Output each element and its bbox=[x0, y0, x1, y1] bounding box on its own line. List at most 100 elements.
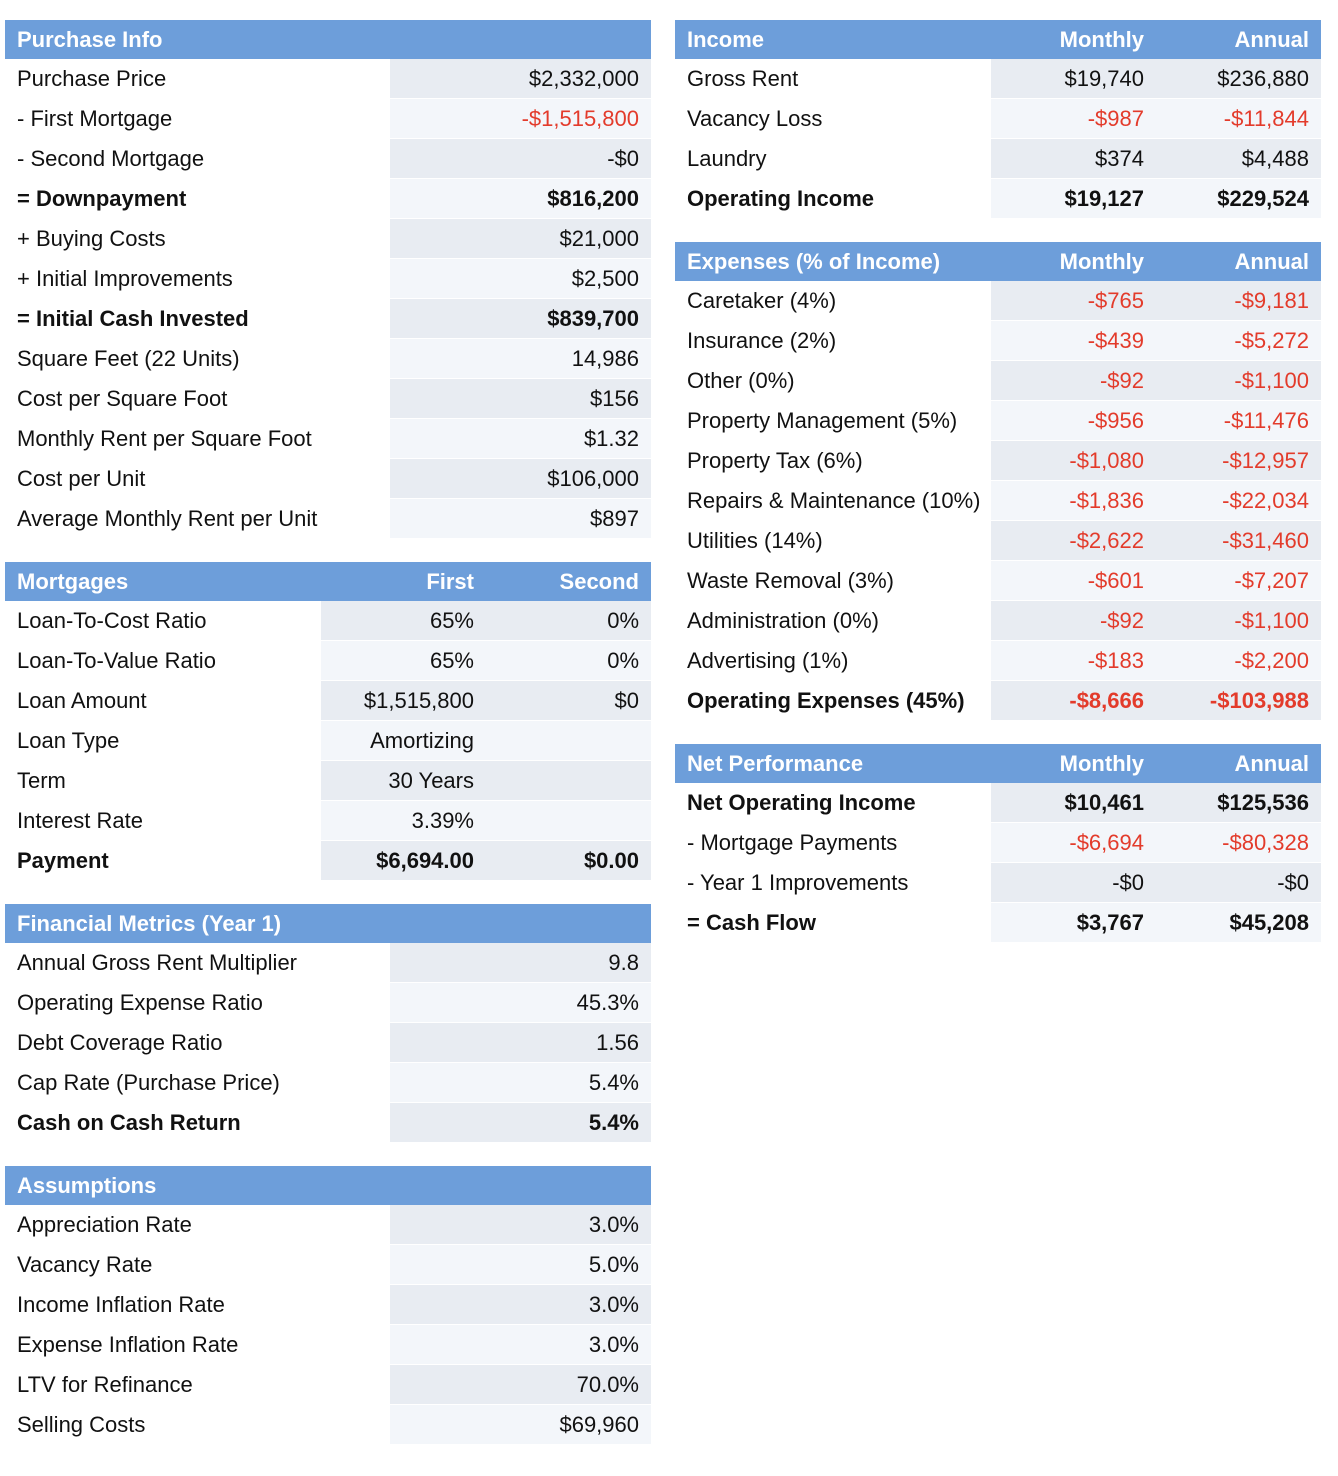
assumptions-row: Expense Inflation Rate 3.0% bbox=[5, 1325, 651, 1365]
expenses-row-label: Advertising (1%) bbox=[675, 641, 991, 681]
income-row-annual: $236,880 bbox=[1156, 59, 1321, 99]
assumptions-table: Assumptions Appreciation Rate 3.0% Vacancy… bbox=[5, 1166, 651, 1445]
purchase-info-row-value: -$0 bbox=[390, 139, 651, 179]
expenses-table: Expenses (% of Income) Monthly Annual Ca… bbox=[675, 242, 1321, 721]
income-row: Gross Rent $19,740 $236,880 bbox=[675, 59, 1321, 99]
assumptions-row: Selling Costs $69,960 bbox=[5, 1405, 651, 1445]
net-performance-row-label: = Cash Flow bbox=[675, 903, 991, 943]
expenses-row-annual: -$1,100 bbox=[1156, 601, 1321, 641]
expenses-panel: Expenses (% of Income) Monthly Annual Ca… bbox=[675, 242, 1321, 721]
expenses-row-label: Utilities (14%) bbox=[675, 521, 991, 561]
mortgages-row-first: $6,694.00 bbox=[321, 841, 486, 881]
expenses-row-monthly: -$92 bbox=[991, 361, 1156, 401]
income-row-annual: $229,524 bbox=[1156, 179, 1321, 219]
financial-metrics-row: Debt Coverage Ratio 1.56 bbox=[5, 1023, 651, 1063]
mortgages-row-label: Term bbox=[5, 761, 321, 801]
mortgages-col-first: First bbox=[321, 562, 486, 601]
net-performance-col-annual: Annual bbox=[1156, 744, 1321, 783]
purchase-info-row: = Initial Cash Invested $839,700 bbox=[5, 299, 651, 339]
financial-metrics-row-value: 45.3% bbox=[390, 983, 651, 1023]
purchase-info-row: Monthly Rent per Square Foot $1.32 bbox=[5, 419, 651, 459]
income-row-annual: -$11,844 bbox=[1156, 99, 1321, 139]
purchase-info-row-label: Cost per Unit bbox=[5, 459, 390, 499]
mortgages-table: Mortgages First Second Loan-To-Cost Rati… bbox=[5, 562, 651, 881]
purchase-info-row: Cost per Square Foot $156 bbox=[5, 379, 651, 419]
net-performance-row-monthly: -$0 bbox=[991, 863, 1156, 903]
income-row: Laundry $374 $4,488 bbox=[675, 139, 1321, 179]
mortgages-row-second bbox=[486, 721, 651, 761]
income-col-annual: Annual bbox=[1156, 20, 1321, 59]
purchase-info-row: - First Mortgage -$1,515,800 bbox=[5, 99, 651, 139]
purchase-info-row: Average Monthly Rent per Unit $897 bbox=[5, 499, 651, 539]
expenses-row-annual: -$12,957 bbox=[1156, 441, 1321, 481]
expenses-row: Operating Expenses (45%) -$8,666 -$103,988 bbox=[675, 681, 1321, 721]
mortgages-row-label: Loan Amount bbox=[5, 681, 321, 721]
purchase-info-row-value: 14,986 bbox=[390, 339, 651, 379]
financial-metrics-title: Financial Metrics (Year 1) bbox=[5, 904, 651, 943]
expenses-row-monthly: -$956 bbox=[991, 401, 1156, 441]
financial-metrics-row: Cash on Cash Return 5.4% bbox=[5, 1103, 651, 1143]
net-performance-row-annual: -$0 bbox=[1156, 863, 1321, 903]
expenses-row-monthly: -$183 bbox=[991, 641, 1156, 681]
mortgages-row: Loan-To-Value Ratio 65% 0% bbox=[5, 641, 651, 681]
expenses-row: Administration (0%) -$92 -$1,100 bbox=[675, 601, 1321, 641]
net-performance-table: Net Performance Monthly Annual Net Opera… bbox=[675, 744, 1321, 943]
assumptions-row-label: Selling Costs bbox=[5, 1405, 390, 1445]
income-row: Operating Income $19,127 $229,524 bbox=[675, 179, 1321, 219]
assumptions-row-label: Appreciation Rate bbox=[5, 1205, 390, 1245]
income-row-label: Gross Rent bbox=[675, 59, 991, 99]
purchase-info-row: = Downpayment $816,200 bbox=[5, 179, 651, 219]
expenses-row: Repairs & Maintenance (10%) -$1,836 -$22,0… bbox=[675, 481, 1321, 521]
purchase-info-row: Cost per Unit $106,000 bbox=[5, 459, 651, 499]
purchase-info-row-label: Purchase Price bbox=[5, 59, 390, 99]
expenses-row-label: Property Management (5%) bbox=[675, 401, 991, 441]
mortgages-row-first: 65% bbox=[321, 641, 486, 681]
financial-metrics-panel: Financial Metrics (Year 1) Annual Gross … bbox=[5, 904, 651, 1143]
assumptions-row-value: 3.0% bbox=[390, 1285, 651, 1325]
net-performance-row-label: - Mortgage Payments bbox=[675, 823, 991, 863]
income-row: Vacancy Loss -$987 -$11,844 bbox=[675, 99, 1321, 139]
income-row-monthly: $19,127 bbox=[991, 179, 1156, 219]
expenses-col-monthly: Monthly bbox=[991, 242, 1156, 281]
expenses-row-label: Administration (0%) bbox=[675, 601, 991, 641]
mortgages-row-second: $0 bbox=[486, 681, 651, 721]
expenses-row-label: Other (0%) bbox=[675, 361, 991, 401]
assumptions-title: Assumptions bbox=[5, 1166, 651, 1205]
expenses-row-monthly: -$765 bbox=[991, 281, 1156, 321]
financial-metrics-row-value: 9.8 bbox=[390, 943, 651, 983]
purchase-info-row-value: $897 bbox=[390, 499, 651, 539]
mortgages-row-second: 0% bbox=[486, 641, 651, 681]
expenses-row: Advertising (1%) -$183 -$2,200 bbox=[675, 641, 1321, 681]
purchase-info-row: + Initial Improvements $2,500 bbox=[5, 259, 651, 299]
mortgages-row-label: Interest Rate bbox=[5, 801, 321, 841]
purchase-info-panel: Purchase Info Purchase Price $2,332,000- … bbox=[5, 20, 651, 539]
purchase-info-row-label: Average Monthly Rent per Unit bbox=[5, 499, 390, 539]
income-row-label: Vacancy Loss bbox=[675, 99, 991, 139]
expenses-row-monthly: -$8,666 bbox=[991, 681, 1156, 721]
assumptions-row: Income Inflation Rate 3.0% bbox=[5, 1285, 651, 1325]
net-performance-row: = Cash Flow $3,767 $45,208 bbox=[675, 903, 1321, 943]
net-performance-row-monthly: -$6,694 bbox=[991, 823, 1156, 863]
net-performance-row-monthly: $3,767 bbox=[991, 903, 1156, 943]
expenses-row-annual: -$9,181 bbox=[1156, 281, 1321, 321]
income-row-monthly: $19,740 bbox=[991, 59, 1156, 99]
assumptions-row: LTV for Refinance 70.0% bbox=[5, 1365, 651, 1405]
purchase-info-row-value: $839,700 bbox=[390, 299, 651, 339]
expenses-row-label: Operating Expenses (45%) bbox=[675, 681, 991, 721]
net-performance-row: - Mortgage Payments -$6,694 -$80,328 bbox=[675, 823, 1321, 863]
net-performance-panel: Net Performance Monthly Annual Net Opera… bbox=[675, 744, 1321, 943]
expenses-row-label: Insurance (2%) bbox=[675, 321, 991, 361]
expenses-row-annual: -$7,207 bbox=[1156, 561, 1321, 601]
assumptions-row: Vacancy Rate 5.0% bbox=[5, 1245, 651, 1285]
purchase-info-row-value: $2,332,000 bbox=[390, 59, 651, 99]
expenses-row-label: Repairs & Maintenance (10%) bbox=[675, 481, 991, 521]
assumptions-row-label: Income Inflation Rate bbox=[5, 1285, 390, 1325]
assumptions-row: Appreciation Rate 3.0% bbox=[5, 1205, 651, 1245]
income-panel: Income Monthly Annual Gross Rent $19,740 $… bbox=[675, 20, 1321, 219]
right-column: Income Monthly Annual Gross Rent $19,740 $… bbox=[675, 20, 1321, 966]
expenses-row: Property Tax (6%) -$1,080 -$12,957 bbox=[675, 441, 1321, 481]
expenses-row: Utilities (14%) -$2,622 -$31,460 bbox=[675, 521, 1321, 561]
mortgages-row-second: 0% bbox=[486, 601, 651, 641]
financial-metrics-row-label: Cap Rate (Purchase Price) bbox=[5, 1063, 390, 1103]
purchase-info-row-value: $156 bbox=[390, 379, 651, 419]
